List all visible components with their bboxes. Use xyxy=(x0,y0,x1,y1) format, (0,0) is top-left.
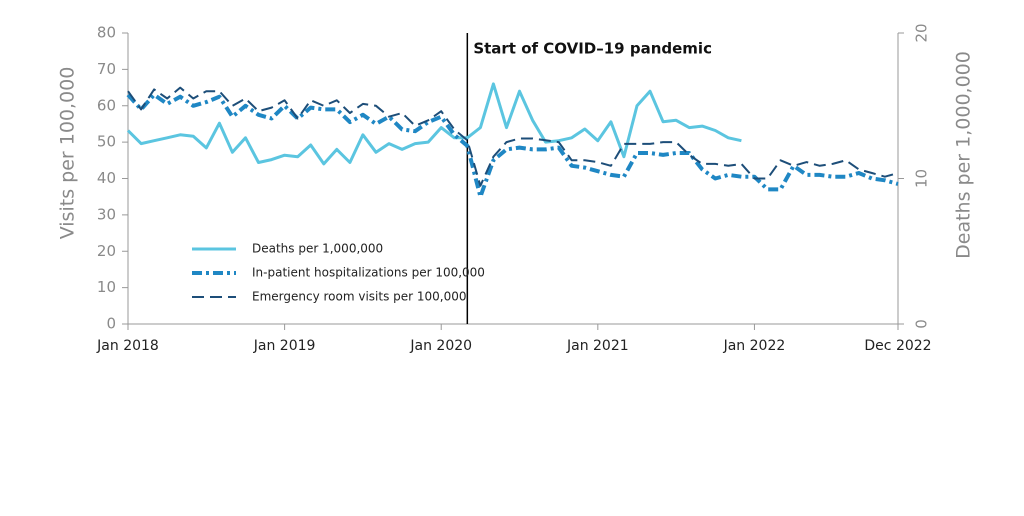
annotation-text: Start of COVID–19 pandemic xyxy=(473,40,712,58)
y-tick-label: 50 xyxy=(97,133,116,151)
x-tick-label: Dec 2022 xyxy=(864,338,931,354)
series-line xyxy=(126,92,899,199)
series-line xyxy=(126,82,742,166)
x-tick-label: Jan 2018 xyxy=(96,338,159,354)
legend-label: In-patient hospitalizations per 100,000 xyxy=(252,266,485,280)
y2-tick-label: 20 xyxy=(913,23,931,42)
y-axis-label: Visits per 100,000 xyxy=(57,67,79,240)
y-tick-label: 60 xyxy=(97,96,116,114)
y2-tick-label: 0 xyxy=(913,319,931,329)
y2-axis-label: Deaths per 1,000,000 xyxy=(953,51,975,259)
y-tick-label: 20 xyxy=(97,242,116,260)
x-tick-label: Jan 2019 xyxy=(253,338,316,354)
legend-label: Deaths per 1,000,000 xyxy=(252,242,383,256)
y-tick-label: 70 xyxy=(97,60,116,78)
x-tick-label: Jan 2021 xyxy=(566,338,629,354)
y-tick-label: 0 xyxy=(106,315,116,333)
x-tick-label: Jan 2022 xyxy=(723,338,786,354)
y-tick-label: 10 xyxy=(97,278,116,296)
legend-label: Emergency room visits per 100,000 xyxy=(252,290,467,304)
y-tick-label: 80 xyxy=(97,24,116,42)
x-tick-label: Jan 2020 xyxy=(409,338,472,354)
series-line xyxy=(127,86,899,187)
y-tick-label: 30 xyxy=(97,205,116,223)
y2-tick-label: 10 xyxy=(913,169,931,188)
y-tick-label: 40 xyxy=(97,169,116,187)
